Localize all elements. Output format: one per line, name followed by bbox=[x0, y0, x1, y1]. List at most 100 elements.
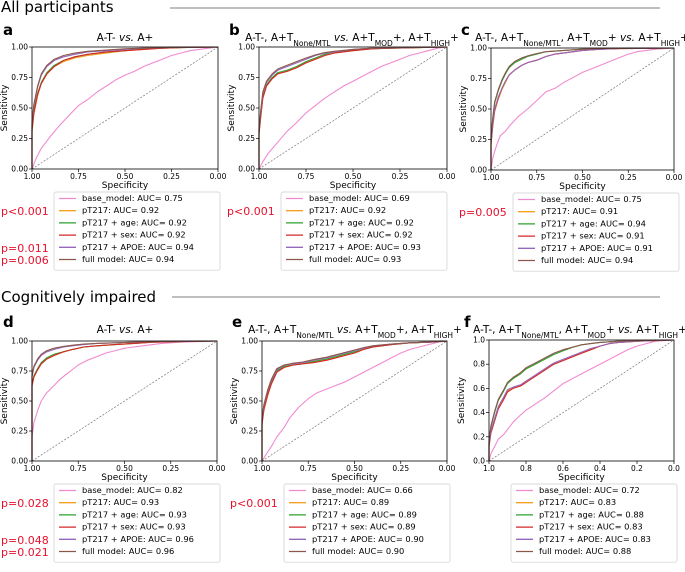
section-title: Cognitively impaired bbox=[1, 288, 156, 306]
roc-series-group bbox=[261, 340, 448, 462]
chart-title-part: A-T-, A+T bbox=[248, 324, 297, 336]
p-value-label: p=0.028 bbox=[1, 497, 49, 510]
roc-curve-full_model bbox=[31, 340, 218, 461]
legend-label-pT217_APOE: pT217 + APOE: AUC= 0.94 bbox=[82, 242, 194, 252]
legend-label-pT217_sex: pT217 + sex: AUC= 0.92 bbox=[82, 230, 186, 240]
chart-title-part: A+ bbox=[134, 32, 153, 44]
y-tick-label: 0.25 bbox=[241, 427, 258, 436]
x-tick-label: 0.00 bbox=[439, 172, 456, 181]
x-tick-label: 0.8 bbox=[520, 464, 532, 473]
y-tick-label: 1.00 bbox=[238, 43, 255, 52]
legend: base_model: AUC= 0.69 pT217: AUC= 0.92 pT2… bbox=[280, 191, 448, 271]
legend-label-pT217_sex: pT217 + sex: AUC= 0.91 bbox=[541, 231, 645, 241]
panel-letter: e bbox=[232, 313, 242, 331]
chance-line bbox=[490, 47, 675, 171]
roc-series-group bbox=[488, 339, 675, 462]
chart-title: A-T- vs. A+ bbox=[97, 324, 154, 336]
legend-label-full_model: full model: AUC= 0.94 bbox=[541, 255, 633, 265]
chance-line bbox=[261, 340, 448, 462]
legend: base_model: AUC= 0.75 pT217: AUC= 0.92 pT2… bbox=[53, 191, 221, 271]
x-tick-label: 0.25 bbox=[392, 172, 409, 181]
legend-label-pT217: pT217: AUC= 0.92 bbox=[82, 205, 159, 215]
chart-title: A-T- vs. A+ bbox=[97, 32, 154, 44]
legend-label-pT217_APOE: pT217 + APOE: AUC= 0.93 bbox=[309, 242, 421, 252]
y-tick-label: 1.00 bbox=[470, 44, 487, 53]
chart-title-part: A+T bbox=[349, 32, 375, 44]
roc-curve-base_model bbox=[31, 340, 218, 461]
chart-title: A-T-, A+TNone/MTL, A+TMOD+ vs. A+THIGH+ bbox=[475, 32, 685, 48]
chart-title-part: + bbox=[450, 32, 459, 44]
chart-title-part: MOD bbox=[588, 331, 606, 340]
legend-box bbox=[53, 191, 221, 271]
y-axis-label: Sensitivity bbox=[230, 377, 240, 425]
chart-title-part: A-T- bbox=[97, 32, 119, 44]
chart-title-part: None/MTL bbox=[296, 331, 334, 340]
x-tick-label: 0.00 bbox=[210, 172, 227, 181]
chart-title-part: A-T-, A+T bbox=[245, 32, 294, 44]
p-value-label: p=0.006 bbox=[1, 254, 49, 267]
y-axis-label: Sensitivity bbox=[459, 85, 469, 133]
p-value-label: p=0.048 bbox=[1, 534, 49, 547]
chart-title-part: , A+T bbox=[561, 32, 591, 44]
legend-label-pT217: pT217: AUC= 0.93 bbox=[82, 497, 159, 507]
chart-title-part: HIGH bbox=[431, 39, 450, 48]
legend-box bbox=[280, 191, 448, 271]
chart-title-part: vs. bbox=[119, 32, 134, 44]
legend-label-pT217_age: pT217 + age: AUC= 0.89 bbox=[312, 509, 417, 519]
roc-curve-base_model bbox=[488, 339, 675, 462]
y-tick-label: 0.00 bbox=[241, 457, 258, 466]
y-axis-label: Sensitivity bbox=[0, 84, 10, 132]
y-tick-label: 0.00 bbox=[470, 166, 487, 175]
y-tick-label: 0.00 bbox=[238, 165, 255, 174]
chart-title-part: vs. bbox=[119, 324, 134, 336]
x-tick-label: 0.00 bbox=[209, 464, 226, 473]
y-tick-label: 1.0 bbox=[473, 336, 485, 345]
y-axis-label: Sensitivity bbox=[0, 377, 10, 425]
y-tick-label: 0.75 bbox=[11, 73, 28, 82]
legend-label-base_model: base_model: AUC= 0.75 bbox=[541, 194, 642, 204]
x-tick-label: 0.0 bbox=[668, 464, 680, 473]
x-tick-label: 0.75 bbox=[70, 172, 87, 181]
legend-label-pT217_sex: pT217 + sex: AUC= 0.83 bbox=[539, 522, 643, 532]
legend-label-pT217_age: pT217 + age: AUC= 0.94 bbox=[541, 218, 646, 228]
y-tick-label: 0.50 bbox=[11, 397, 28, 406]
y-tick-label: 0.75 bbox=[241, 367, 258, 376]
legend-label-pT217: pT217: AUC= 0.83 bbox=[539, 497, 616, 507]
legend-label-pT217_age: pT217 + age: AUC= 0.92 bbox=[309, 217, 414, 227]
chart-panel-e: e A-T-, A+TNone/MTL vs. A+TMOD+, A+THIGH+… bbox=[230, 313, 462, 563]
chart-title-part: + bbox=[680, 32, 685, 44]
chart-title-part: + bbox=[608, 32, 620, 44]
chart-title-part: , A+T bbox=[559, 324, 589, 336]
x-tick-label: 0.50 bbox=[574, 173, 591, 182]
roc-curve-full_model bbox=[488, 339, 675, 461]
roc-series-group bbox=[31, 46, 219, 170]
y-tick-label: 0.50 bbox=[11, 104, 28, 113]
chart-panel-f: f A-T-, A+TNone/MTL, A+TMOD+ vs. A+THIGH+… bbox=[457, 313, 685, 563]
y-tick-label: 0.8 bbox=[473, 360, 485, 369]
panel-letter: c bbox=[461, 21, 470, 39]
x-tick-label: 1.00 bbox=[254, 464, 271, 473]
legend: base_model: AUC= 0.82 pT217: AUC= 0.93 pT2… bbox=[53, 483, 221, 563]
legend-label-base_model: base_model: AUC= 0.69 bbox=[309, 193, 410, 203]
y-tick-label: 0.00 bbox=[11, 457, 28, 466]
chart-title-part: +, A+T bbox=[396, 324, 434, 336]
y-tick-label: 0.0 bbox=[473, 457, 485, 466]
chart-panel-b: b A-T-, A+TNone/MTL vs. A+TMOD+, A+THIGH+… bbox=[227, 21, 459, 271]
x-tick-label: 1.00 bbox=[251, 172, 268, 181]
roc-curve-base_model bbox=[261, 340, 448, 462]
legend-label-base_model: base_model: AUC= 0.66 bbox=[312, 485, 413, 495]
chart-title-part: + bbox=[606, 324, 618, 336]
x-axis-label: Specificity bbox=[331, 473, 378, 483]
y-tick-label: 1.00 bbox=[11, 43, 28, 52]
chart-title-part: None/MTL bbox=[521, 331, 559, 340]
y-tick-label: 0.25 bbox=[470, 135, 487, 144]
chart-title-part: A-T-, A+T bbox=[473, 324, 522, 336]
roc-curve-base_model bbox=[490, 47, 675, 171]
chart-title-part: + bbox=[453, 324, 462, 336]
legend-label-base_model: base_model: AUC= 0.75 bbox=[82, 193, 183, 203]
y-tick-label: 0.75 bbox=[238, 73, 255, 82]
chart-panel-c: c A-T-, A+TNone/MTL, A+TMOD+ vs. A+THIGH+… bbox=[459, 21, 685, 272]
legend: base_model: AUC= 0.75 pT217: AUC= 0.91 pT2… bbox=[512, 192, 680, 272]
chart-panel-a: a A-T- vs. A+ 1.00 0.75 0.50 0.25 0.00 0.00 0.25… bbox=[0, 21, 227, 271]
